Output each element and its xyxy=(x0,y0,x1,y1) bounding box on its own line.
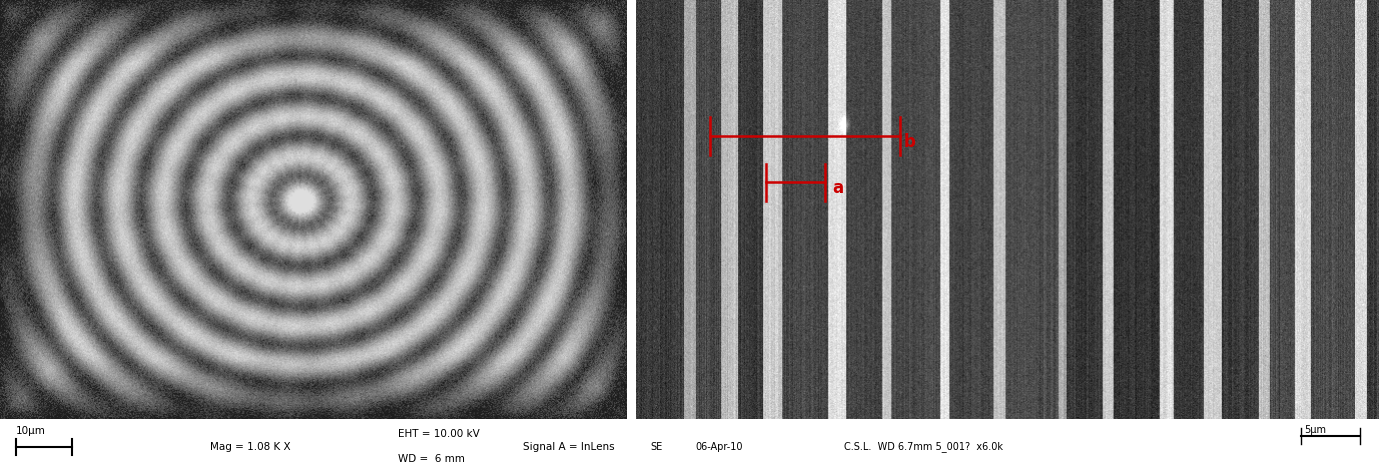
Text: 10μm: 10μm xyxy=(15,426,46,436)
Text: a: a xyxy=(833,179,844,197)
Text: WD =  6 mm: WD = 6 mm xyxy=(399,454,465,464)
Text: Signal A = InLens: Signal A = InLens xyxy=(524,442,615,452)
Text: Mag = 1.08 K X: Mag = 1.08 K X xyxy=(210,442,291,452)
Text: b: b xyxy=(903,133,916,151)
Text: EHT = 10.00 kV: EHT = 10.00 kV xyxy=(399,429,480,439)
Text: C.S.L.  WD 6.7mm 5_001?  x6.0k: C.S.L. WD 6.7mm 5_001? x6.0k xyxy=(844,441,1003,452)
Text: 5μm: 5μm xyxy=(1305,425,1327,435)
Text: 06-Apr-10: 06-Apr-10 xyxy=(695,442,743,452)
Text: SE: SE xyxy=(651,442,663,452)
